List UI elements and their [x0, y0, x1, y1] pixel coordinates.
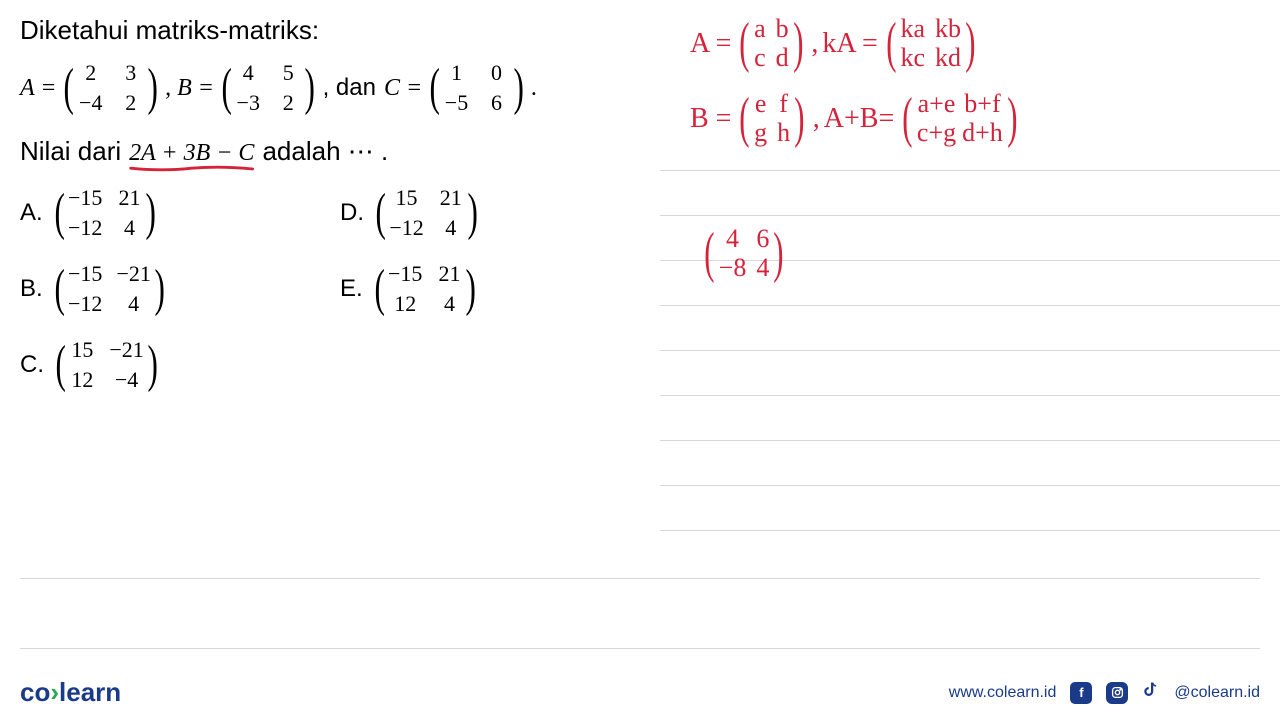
underline-red-icon [129, 165, 254, 173]
footer-handle: @colearn.id [1174, 684, 1260, 702]
instagram-icon [1106, 682, 1128, 704]
tiktok-icon [1142, 680, 1160, 706]
question-expression: 2A + 3B − C [129, 140, 254, 167]
problem-heading: Diketahui matriks-matriks: [20, 15, 660, 46]
handwriting-line1: A = ( ab cd ) , kA = ( kakb kckd ) [690, 15, 980, 72]
option-B: B. ( −15−21 −124 ) [20, 261, 320, 317]
handwriting-line3: ( 46 −84 ) [700, 225, 788, 282]
option-D: D. ( 1521 −124 ) [340, 185, 640, 241]
option-A: A. ( −1521 −124 ) [20, 185, 320, 241]
ruled-line-full [20, 648, 1260, 649]
period: . [531, 75, 537, 102]
label-B: , B = [165, 75, 214, 102]
text-dan: , dan [323, 74, 376, 102]
footer: co›learn www.colearn.id f @colearn.id [20, 677, 1260, 708]
option-E: E. ( −1521 124 ) [340, 261, 640, 317]
ruled-line-full [20, 578, 1260, 579]
handwriting-line2: B = ( ef gh ) , A+B= ( a+eb+f c+gd+h ) [690, 90, 1021, 147]
question-suffix: adalah ⋯ . [262, 136, 388, 167]
facebook-icon: f [1070, 682, 1092, 704]
option-C: C. ( 15−21 12−4 ) [20, 337, 320, 393]
colearn-logo: co›learn [20, 677, 121, 708]
question-line: Nilai dari 2A + 3B − C adalah ⋯ . [20, 136, 660, 167]
label-C: C = [384, 75, 422, 102]
answer-options: A. ( −1521 −124 ) D. ( 1521 −124 ) B. ( [20, 185, 660, 393]
problem-panel: Diketahui matriks-matriks: A = ( 23 −42 … [20, 15, 660, 393]
matrices-definition: A = ( 23 −42 ) , B = ( 45 −32 ) , dan C … [20, 60, 660, 116]
matrix-A: ( 23 −42 ) [60, 60, 161, 116]
matrix-C: ( 10 −56 ) [426, 60, 527, 116]
question-prefix: Nilai dari [20, 136, 121, 167]
matrix-B: ( 45 −32 ) [218, 60, 319, 116]
label-A: A = [20, 75, 56, 102]
footer-right: www.colearn.id f @colearn.id [949, 680, 1260, 706]
footer-url: www.colearn.id [949, 684, 1057, 702]
